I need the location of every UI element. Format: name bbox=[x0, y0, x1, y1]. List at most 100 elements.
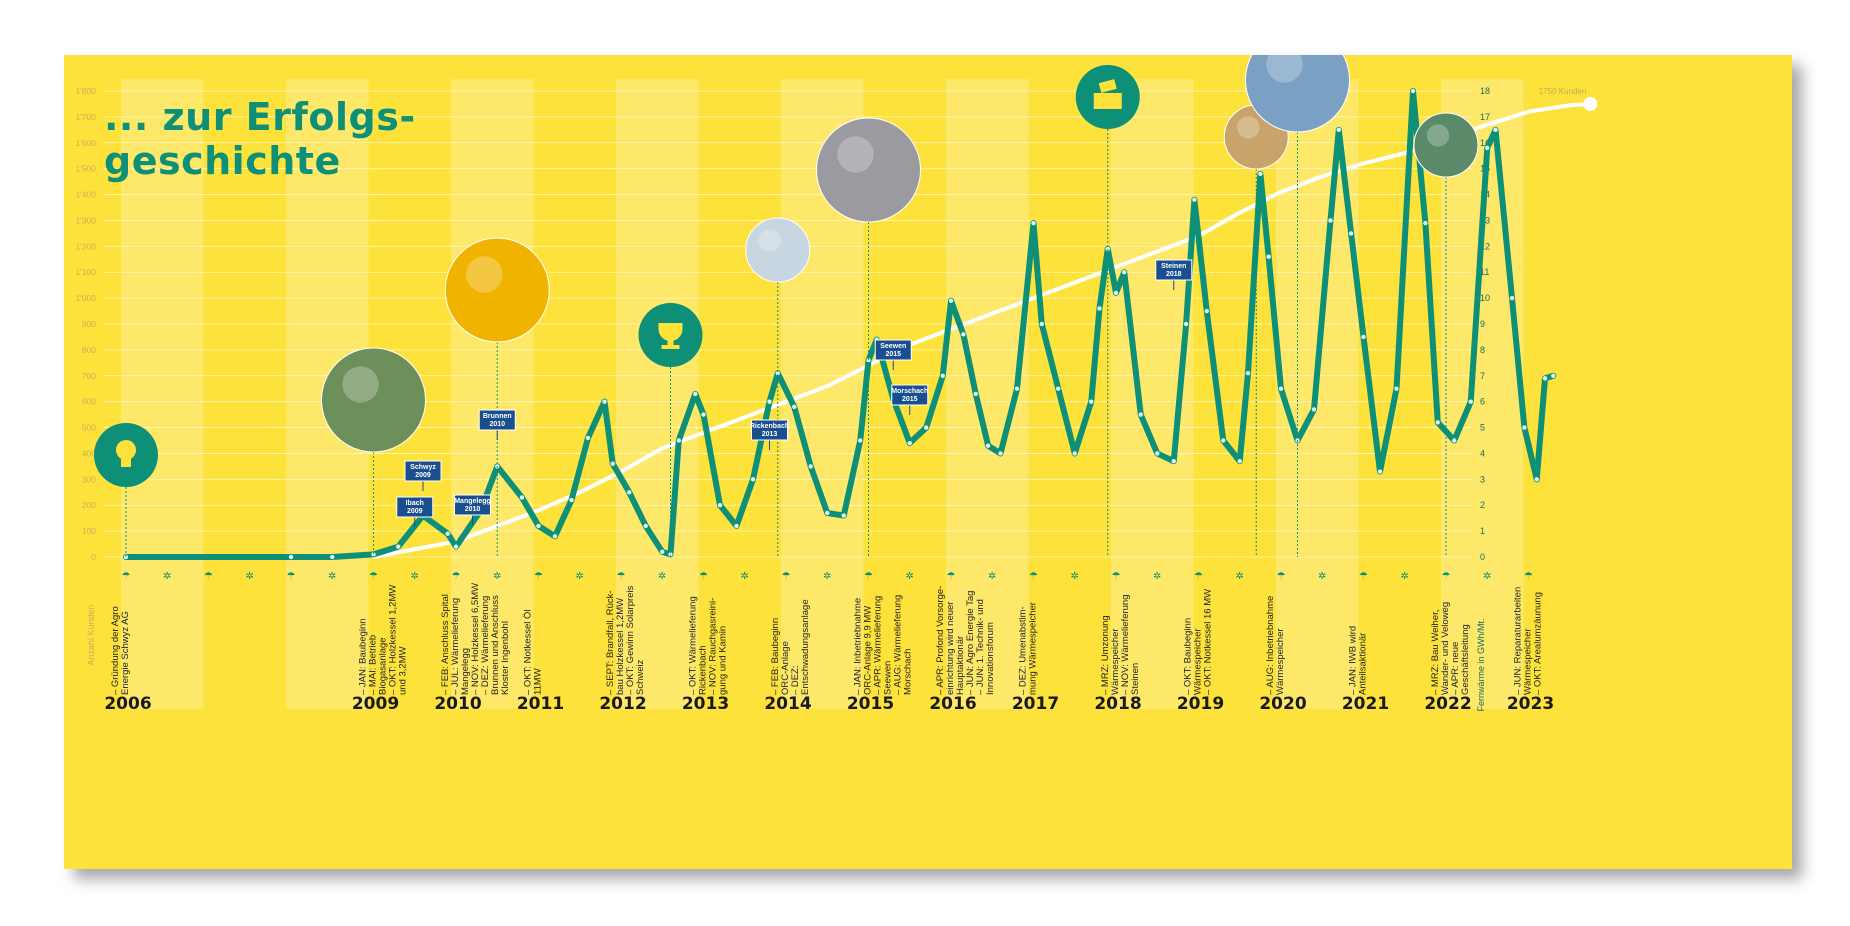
heat-data-point bbox=[1361, 334, 1366, 340]
event-line: – DEZ: bbox=[790, 665, 801, 695]
left-tick-label: 0 bbox=[91, 552, 96, 562]
location-tag-label: 2010 bbox=[489, 421, 505, 428]
heat-data-point bbox=[1237, 459, 1242, 464]
snowflake-icon: ✲ bbox=[988, 571, 996, 582]
year-label: 2013 bbox=[682, 694, 729, 714]
heat-data-point bbox=[1039, 321, 1044, 327]
ballot-box-icon bbox=[1075, 65, 1140, 129]
page-title: ... zur Erfolgs- geschichte bbox=[104, 95, 416, 183]
heat-data-point bbox=[1435, 420, 1440, 425]
location-tag-label: 2015 bbox=[902, 396, 918, 403]
heat-data-point bbox=[825, 510, 830, 516]
right-tick-label: 2 bbox=[1480, 500, 1485, 510]
umbrella-icon: ☂ bbox=[1359, 571, 1368, 582]
heat-data-point bbox=[1394, 386, 1399, 391]
umbrella-icon: ☂ bbox=[534, 571, 543, 582]
right-tick-label: 9 bbox=[1480, 319, 1485, 329]
event-line: Biogasanlage bbox=[378, 637, 389, 695]
event-text: – SEPT: Brandfall, Rück- bau Holzkessel … bbox=[605, 585, 646, 695]
heat-data-point bbox=[1266, 254, 1271, 259]
year-label: 2020 bbox=[1259, 694, 1306, 714]
snowflake-icon: ✲ bbox=[823, 571, 831, 582]
location-tag-label: Ibach bbox=[406, 500, 424, 507]
heat-data-point bbox=[998, 451, 1003, 456]
event-line: – OKT: Baubeginn bbox=[1183, 618, 1194, 695]
heat-data-point bbox=[627, 490, 632, 495]
umbrella-icon: ☂ bbox=[1029, 571, 1038, 582]
snowflake-icon: ✲ bbox=[1483, 571, 1491, 582]
location-tag-label: Steinen bbox=[1161, 263, 1186, 270]
year-band bbox=[121, 79, 204, 709]
left-tick-label: 1'200 bbox=[75, 241, 96, 251]
event-line: – MRZ: Bau Weiher, bbox=[1430, 610, 1441, 695]
event-line: Kloster Ingenbohl bbox=[500, 621, 511, 695]
heat-data-point bbox=[1183, 321, 1189, 327]
heat-data-point bbox=[569, 497, 574, 503]
event-line: Entschwadungsanlage bbox=[800, 599, 811, 695]
heat-data-point bbox=[1097, 306, 1102, 311]
heat-data-point bbox=[866, 358, 871, 363]
event-line: – DEZ: Wärmelieferung bbox=[480, 596, 491, 695]
umbrella-icon: ☂ bbox=[204, 571, 213, 582]
heat-data-point bbox=[985, 443, 991, 448]
right-tick-label: 11 bbox=[1480, 267, 1489, 277]
left-tick-label: 500 bbox=[82, 423, 96, 433]
right-tick-label: 0 bbox=[1480, 552, 1485, 562]
heat-data-point bbox=[536, 523, 541, 529]
year-label: 2009 bbox=[352, 694, 399, 714]
event-line: Anteilsaktionär bbox=[1358, 633, 1369, 695]
year-label: 2022 bbox=[1424, 694, 1471, 714]
left-tick-label: 100 bbox=[82, 526, 96, 536]
year-label: 2015 bbox=[847, 694, 894, 714]
event-line: – NOV: Rauchgasreini- bbox=[708, 598, 719, 695]
left-tick-label: 700 bbox=[82, 371, 96, 381]
left-tick-label: 1'800 bbox=[75, 86, 96, 96]
left-tick-label: 1'400 bbox=[75, 190, 96, 200]
event-text: – JAN: IWB wird Anteilsaktionär bbox=[1348, 626, 1369, 695]
heat-data-point bbox=[1509, 295, 1515, 301]
event-line: Innovationsforum bbox=[985, 622, 996, 695]
event-line: – OKT: Arealumzäunung bbox=[1533, 592, 1544, 695]
left-tick-label: 1'000 bbox=[75, 293, 96, 303]
left-tick-label: 900 bbox=[82, 319, 96, 329]
snowflake-icon: ✲ bbox=[163, 571, 171, 582]
heat-data-point bbox=[1089, 399, 1094, 404]
event-line: – APR: neue bbox=[1450, 642, 1461, 695]
snowflake-icon: ✲ bbox=[576, 571, 584, 582]
event-line: und 3,2MW bbox=[398, 646, 409, 695]
heat-data-point bbox=[1377, 469, 1383, 474]
snowflake-icon: ✲ bbox=[1071, 571, 1079, 582]
location-tag-label: 2009 bbox=[415, 472, 431, 479]
left-tick-label: 1'300 bbox=[75, 215, 96, 225]
location-tag-label: 2015 bbox=[885, 351, 901, 358]
heat-data-point bbox=[1056, 386, 1061, 391]
event-line: – OKT: Notkessel 16 MW bbox=[1203, 589, 1214, 695]
heat-data-point bbox=[1278, 386, 1284, 391]
left-tick-label: 1'700 bbox=[75, 112, 96, 122]
heat-data-point bbox=[1258, 171, 1263, 177]
year-band bbox=[616, 79, 699, 709]
heat-data-point bbox=[1138, 412, 1143, 417]
event-line: – OKT: Notkessel Öl bbox=[523, 609, 534, 695]
heat-data-point bbox=[792, 404, 797, 410]
snowflake-icon: ✲ bbox=[411, 571, 419, 582]
snowflake-icon: ✲ bbox=[741, 571, 749, 582]
umbrella-icon: ☂ bbox=[617, 571, 626, 582]
event-line: Mangelegg bbox=[460, 648, 471, 695]
heat-data-point bbox=[1311, 407, 1317, 412]
event-text: – AUG: Inbetriebnahme Wärmespeicher bbox=[1265, 596, 1286, 695]
event-line: – OKT: Gewinn Solarpreis bbox=[625, 585, 636, 695]
snowflake-icon: ✲ bbox=[246, 571, 254, 582]
event-line: mung Wärmespeicher bbox=[1028, 602, 1039, 695]
timeline-chart: 01002003004005006007008009001'0001'1001'… bbox=[75, 55, 1598, 714]
orc-pipes-photo bbox=[816, 117, 921, 223]
right-tick-label: 4 bbox=[1480, 448, 1485, 458]
heat-data-point bbox=[973, 391, 978, 397]
event-line: Wärmespeicher bbox=[1523, 628, 1534, 695]
year-label: 2016 bbox=[929, 694, 976, 714]
event-line: 11MW bbox=[533, 668, 544, 695]
